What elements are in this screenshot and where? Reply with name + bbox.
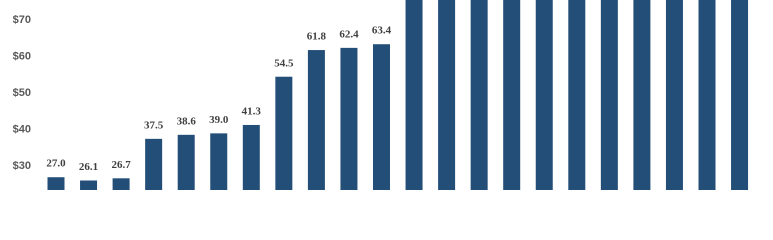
bar [373, 44, 390, 190]
value-label: 26.7 [111, 159, 131, 171]
y-tick-label: $60 [13, 51, 31, 63]
bar [340, 47, 358, 190]
bar [698, 0, 716, 190]
bar [665, 0, 683, 190]
bar [307, 50, 325, 190]
value-label: 37.5 [144, 119, 164, 131]
bar [470, 0, 488, 190]
y-tick-label: $30 [13, 160, 31, 172]
bar [275, 76, 293, 190]
y-tick-label: $70 [13, 14, 31, 26]
value-label: 61.8 [307, 31, 327, 43]
value-label: 62.4 [339, 28, 359, 40]
bar [177, 134, 195, 190]
bar [633, 0, 651, 190]
value-label: 63.4 [372, 25, 392, 37]
y-tick-label: $50 [13, 87, 31, 99]
value-label: 26.1 [79, 161, 98, 173]
bar [568, 0, 586, 190]
bar [731, 0, 749, 190]
value-label: 41.3 [242, 105, 262, 117]
value-label: 39.0 [209, 114, 229, 126]
value-label: 54.5 [274, 57, 294, 69]
bar [112, 178, 130, 190]
bar [210, 133, 228, 190]
bar [47, 177, 65, 190]
bar [503, 0, 521, 190]
bar [145, 138, 163, 190]
chart: $30 $40 $50 $60 $70 27.0 26.1 26.7 37.5 38.6 39.0 4… [13, 0, 749, 190]
value-label: 38.6 [177, 115, 197, 127]
bar [405, 0, 423, 190]
bar [535, 0, 553, 190]
y-tick-label: $40 [13, 124, 31, 136]
bar [438, 0, 456, 190]
value-label: 27.0 [46, 158, 66, 170]
bar [242, 124, 260, 190]
bar [600, 0, 618, 190]
bar [80, 180, 98, 190]
